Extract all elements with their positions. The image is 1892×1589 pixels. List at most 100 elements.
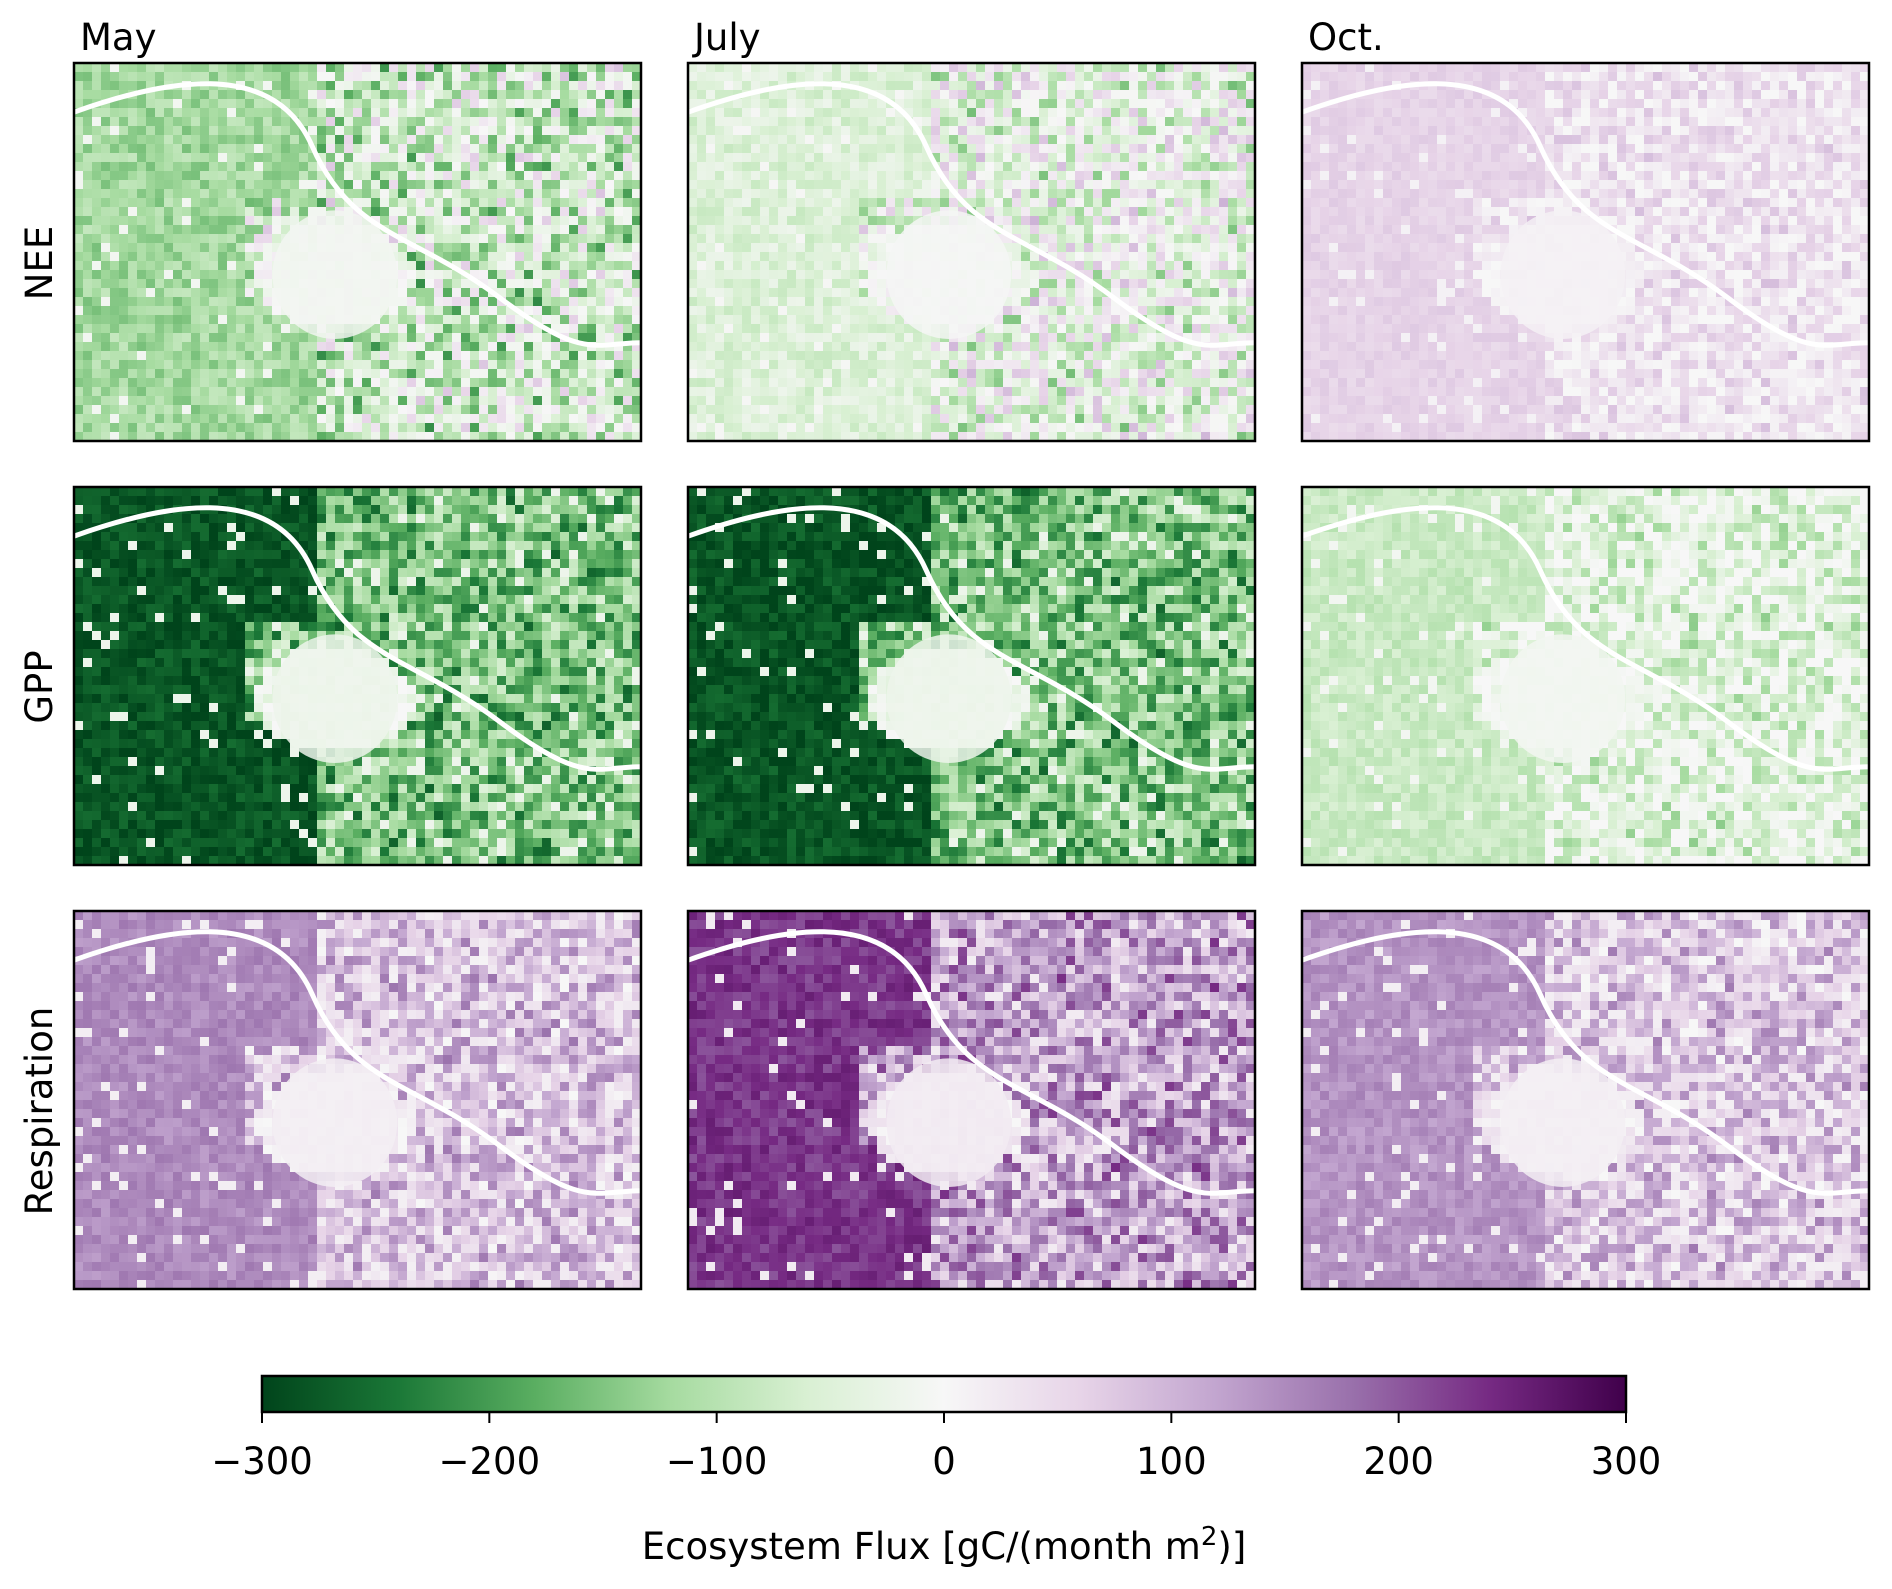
map-cell bbox=[1210, 378, 1220, 388]
map-cell bbox=[931, 63, 941, 73]
map-cell bbox=[814, 126, 824, 136]
map-cell bbox=[1237, 261, 1247, 271]
map-cell bbox=[814, 315, 824, 325]
map-cell bbox=[877, 153, 887, 163]
map-cell bbox=[1165, 180, 1175, 190]
map-cell bbox=[1075, 324, 1085, 334]
map-cell bbox=[985, 99, 995, 109]
map-cell bbox=[1030, 81, 1040, 91]
map-cell bbox=[443, 414, 453, 424]
map-cell bbox=[128, 99, 138, 109]
map-cell bbox=[164, 414, 174, 424]
map-cell bbox=[1111, 252, 1121, 262]
map-cell bbox=[994, 198, 1004, 208]
map-cell bbox=[254, 288, 264, 298]
map-cell bbox=[623, 324, 633, 334]
map-cell bbox=[533, 99, 543, 109]
map-cell bbox=[1129, 90, 1139, 100]
map-cell bbox=[362, 144, 372, 154]
map-cell bbox=[425, 432, 435, 441]
map-cell bbox=[362, 378, 372, 388]
map-cell bbox=[742, 387, 752, 397]
map-cell bbox=[326, 126, 336, 136]
map-cell bbox=[1237, 90, 1247, 100]
map-cell bbox=[245, 396, 255, 406]
map-cell bbox=[1165, 81, 1175, 91]
map-cell bbox=[1174, 270, 1184, 280]
map-cell bbox=[74, 225, 84, 235]
map-cell bbox=[1165, 360, 1175, 370]
map-cell bbox=[479, 288, 489, 298]
map-cell bbox=[742, 171, 752, 181]
map-cell bbox=[1111, 360, 1121, 370]
map-cell bbox=[742, 144, 752, 154]
map-cell bbox=[1084, 90, 1094, 100]
map-cell bbox=[461, 396, 471, 406]
map-cell bbox=[560, 387, 570, 397]
map-cell bbox=[805, 261, 815, 271]
map-cell bbox=[742, 108, 752, 118]
map-cell bbox=[913, 351, 923, 361]
map-cell bbox=[760, 243, 770, 253]
map-cell bbox=[470, 198, 480, 208]
map-cell bbox=[715, 72, 725, 82]
map-cell bbox=[236, 117, 246, 127]
map-cell bbox=[191, 117, 201, 127]
map-cell bbox=[488, 270, 498, 280]
map-cell bbox=[994, 81, 1004, 91]
map-cell bbox=[407, 405, 417, 415]
map-cell bbox=[263, 414, 273, 424]
map-cell bbox=[236, 126, 246, 136]
map-cell bbox=[470, 108, 480, 118]
map-cell bbox=[506, 171, 516, 181]
map-cell bbox=[850, 63, 860, 73]
map-cell bbox=[1057, 108, 1067, 118]
map-cell bbox=[164, 180, 174, 190]
map-cell bbox=[1111, 207, 1121, 217]
map-cell bbox=[787, 189, 797, 199]
map-cell bbox=[733, 189, 743, 199]
map-cell bbox=[769, 153, 779, 163]
map-cell bbox=[407, 72, 417, 82]
map-cell bbox=[353, 414, 363, 424]
map-cell bbox=[832, 63, 842, 73]
map-cell bbox=[92, 144, 102, 154]
map-cell bbox=[254, 315, 264, 325]
map-cell bbox=[1138, 333, 1148, 343]
map-cell bbox=[407, 225, 417, 235]
map-cell bbox=[632, 270, 641, 280]
map-cell bbox=[949, 198, 959, 208]
map-cell bbox=[931, 144, 941, 154]
map-cell bbox=[859, 270, 869, 280]
map-cell bbox=[1039, 261, 1049, 271]
map-cell bbox=[173, 261, 183, 271]
map-cell bbox=[281, 207, 291, 217]
map-cell bbox=[344, 117, 354, 127]
map-cell bbox=[479, 72, 489, 82]
map-cell bbox=[245, 306, 255, 316]
map-cell bbox=[434, 216, 444, 226]
map-cell bbox=[1057, 234, 1067, 244]
map-cell bbox=[778, 153, 788, 163]
map-cell bbox=[407, 126, 417, 136]
map-cell bbox=[623, 261, 633, 271]
map-cell bbox=[488, 423, 498, 433]
map-cell bbox=[263, 423, 273, 433]
map-cell bbox=[1057, 144, 1067, 154]
map-cell bbox=[290, 207, 300, 217]
map-cell bbox=[173, 198, 183, 208]
map-cell bbox=[724, 360, 734, 370]
map-cell bbox=[1237, 234, 1247, 244]
map-cell bbox=[587, 207, 597, 217]
map-cell bbox=[506, 270, 516, 280]
map-cell bbox=[191, 396, 201, 406]
map-cell bbox=[1192, 189, 1202, 199]
map-cell bbox=[101, 405, 111, 415]
map-cell bbox=[74, 252, 84, 262]
map-cell bbox=[1120, 369, 1130, 379]
map-cell bbox=[850, 135, 860, 145]
map-cell bbox=[398, 126, 408, 136]
map-cell bbox=[128, 81, 138, 91]
map-cell bbox=[940, 180, 950, 190]
map-cell bbox=[290, 144, 300, 154]
